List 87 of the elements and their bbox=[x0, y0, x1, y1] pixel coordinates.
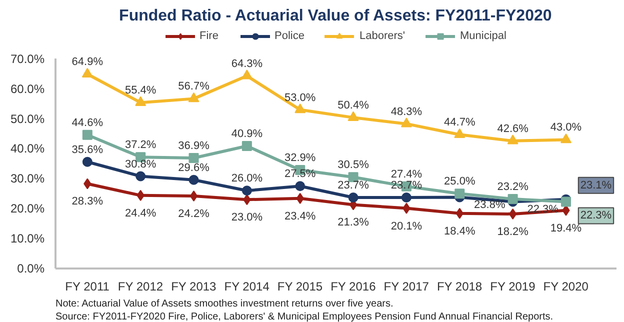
point bbox=[82, 130, 92, 140]
x-tick-label: FY 2011 bbox=[65, 280, 110, 294]
point bbox=[135, 96, 146, 106]
point bbox=[454, 188, 465, 199]
point bbox=[241, 70, 252, 80]
legend-label: Municipal bbox=[460, 29, 506, 43]
data-label: 28.3% bbox=[72, 196, 104, 208]
data-label: 50.4% bbox=[338, 100, 370, 112]
data-label: 64.3% bbox=[231, 58, 263, 70]
point bbox=[560, 133, 572, 144]
y-tick-label: 0.0% bbox=[17, 262, 45, 276]
data-label: 35.6% bbox=[72, 144, 104, 156]
legend-label: Laborers' bbox=[359, 29, 406, 43]
data-label: 30.5% bbox=[338, 159, 370, 172]
data-label: 25.0% bbox=[444, 176, 476, 188]
data-label: 23.1% bbox=[580, 179, 612, 192]
data-label: 23.8% bbox=[474, 199, 506, 212]
data-label: 23.7% bbox=[338, 180, 370, 192]
x-tick-label: FY 2015 bbox=[277, 280, 323, 294]
data-label: 56.7% bbox=[178, 80, 210, 93]
x-tick-label: FY 2014 bbox=[224, 280, 270, 294]
data-label: 53.0% bbox=[284, 92, 316, 104]
point bbox=[508, 194, 518, 204]
data-label: 24.4% bbox=[124, 207, 156, 220]
data-label: 27.4% bbox=[390, 168, 422, 180]
point bbox=[401, 192, 412, 203]
point bbox=[242, 186, 252, 196]
data-label: 20.1% bbox=[390, 220, 422, 232]
data-label: 40.9% bbox=[231, 128, 263, 140]
point bbox=[348, 192, 358, 203]
data-label: 36.9% bbox=[178, 140, 210, 152]
point bbox=[188, 152, 199, 163]
data-label: 42.6% bbox=[497, 122, 529, 135]
data-label: 23.0% bbox=[231, 212, 263, 224]
point bbox=[400, 118, 412, 128]
y-tick-label: 30.0% bbox=[10, 172, 45, 186]
y-tick-label: 70.0% bbox=[10, 52, 45, 66]
data-label: 22.3% bbox=[580, 210, 612, 222]
data-label: 26.0% bbox=[231, 172, 263, 185]
data-label: 23.2% bbox=[497, 181, 529, 194]
point bbox=[190, 190, 198, 202]
x-tick-label: FY 2013 bbox=[171, 280, 217, 294]
point bbox=[348, 111, 359, 121]
x-tick-label: FY 2019 bbox=[490, 280, 536, 294]
x-tick-label: FY 2020 bbox=[543, 280, 589, 294]
y-tick-label: 50.0% bbox=[10, 112, 45, 126]
source-note: Source: FY2011-FY2020 Fire, Police, Laborers' & Municipal Employees Pension Fund Annual Financial Reports. bbox=[56, 312, 554, 322]
data-label: 48.3% bbox=[390, 106, 422, 118]
data-label: 18.4% bbox=[444, 225, 476, 238]
text: Note: Actuarial Value of Assets smoothes investment returns over five years. bbox=[56, 298, 394, 310]
point bbox=[295, 181, 306, 192]
data-label: 44.6% bbox=[72, 116, 104, 129]
point bbox=[188, 174, 199, 185]
y-tick-label: 10.0% bbox=[10, 232, 45, 246]
legend-label: Police bbox=[274, 29, 304, 43]
y-tick-label: 60.0% bbox=[10, 82, 45, 96]
point bbox=[242, 141, 252, 152]
data-label: 64.9% bbox=[72, 56, 104, 68]
data-label: 23.4% bbox=[284, 210, 316, 222]
data-label: 24.2% bbox=[178, 208, 210, 220]
data-label: 30.8% bbox=[124, 158, 156, 170]
point bbox=[82, 68, 93, 78]
data-label: 32.9% bbox=[284, 152, 316, 164]
data-label: 18.2% bbox=[497, 226, 529, 238]
x-tick-label: FY 2018 bbox=[436, 280, 482, 294]
point bbox=[188, 92, 200, 102]
legend-label: Fire bbox=[200, 29, 220, 43]
point bbox=[507, 134, 518, 144]
chart-title: Funded Ratio - Actuarial Value of Assets: FY2011-FY2020 bbox=[119, 8, 552, 24]
data-label: 43.0% bbox=[550, 122, 582, 134]
data-label: 55.4% bbox=[124, 84, 156, 97]
point bbox=[294, 103, 306, 114]
point bbox=[454, 128, 466, 138]
data-label: 37.2% bbox=[124, 139, 156, 152]
point bbox=[136, 171, 146, 182]
data-label: 21.3% bbox=[338, 216, 370, 229]
x-tick-label: FY 2016 bbox=[330, 280, 376, 294]
data-label: 44.7% bbox=[444, 116, 476, 129]
point bbox=[508, 208, 517, 220]
y-tick-label: 20.0% bbox=[10, 202, 45, 216]
data-label: 29.6% bbox=[178, 162, 210, 174]
y-tick-label: 40.0% bbox=[10, 142, 45, 156]
x-tick-label: FY 2017 bbox=[384, 280, 430, 294]
point bbox=[82, 156, 92, 167]
point bbox=[560, 196, 571, 207]
x-tick-label: FY 2012 bbox=[118, 280, 164, 294]
data-label: 19.4% bbox=[550, 222, 582, 234]
